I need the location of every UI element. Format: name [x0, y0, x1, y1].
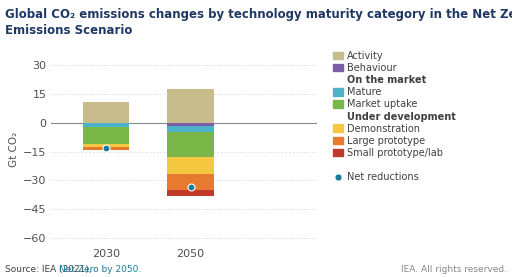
Bar — [83, 127, 130, 144]
Legend: Activity, Behaviour, On the market, Mature, Market uptake, Under development, De: Activity, Behaviour, On the market, Matu… — [333, 51, 456, 182]
Text: Global CO₂ emissions changes by technology maturity category in the Net Zero
Emi: Global CO₂ emissions changes by technolo… — [5, 8, 512, 37]
Text: Net Zero by 2050.: Net Zero by 2050. — [59, 265, 141, 274]
Bar — [167, 89, 214, 123]
Bar — [167, 123, 214, 125]
Bar — [83, 147, 130, 150]
Bar — [83, 123, 130, 127]
Bar — [83, 144, 130, 147]
Y-axis label: Gt CO₂: Gt CO₂ — [9, 132, 18, 167]
Text: IEA. All rights reserved.: IEA. All rights reserved. — [401, 265, 507, 274]
Text: Source: IEA (2021),: Source: IEA (2021), — [5, 265, 95, 274]
Bar — [167, 125, 214, 132]
Bar — [167, 132, 214, 157]
Bar — [167, 174, 214, 190]
Bar — [83, 102, 130, 123]
Bar — [167, 157, 214, 174]
Bar — [167, 190, 214, 196]
